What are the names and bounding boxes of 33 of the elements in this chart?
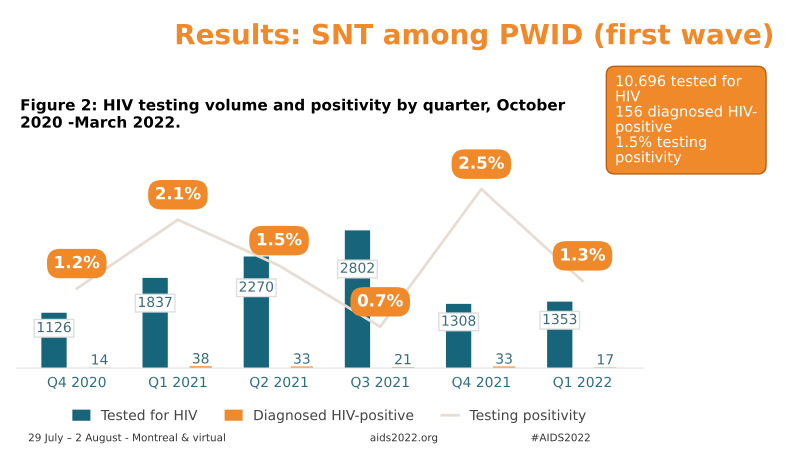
- legend-label: Testing positivity: [469, 410, 586, 423]
- chart-subtitle: Figure 2: HIV testing volume and positivity by quarter, October 2020 -March 2022.: [21, 98, 566, 128]
- x-tick-label: Q4 2021: [452, 376, 510, 389]
- data-label: 1.2%: [56, 256, 100, 268]
- data-label: 1.3%: [561, 248, 606, 261]
- data-label: 2802: [340, 262, 374, 274]
- data-label: 33: [294, 353, 310, 364]
- data-label: 17: [598, 354, 613, 364]
- x-tick-label: Q2 2021: [250, 376, 308, 389]
- x-tick-label: Q3 2021: [351, 376, 409, 389]
- legend-label: Tested for HIV: [100, 410, 198, 420]
- data-label: 21: [395, 354, 411, 364]
- legend-label: Diagnosed HIV-positive: [254, 410, 414, 423]
- x-tick-label: Q1 2022: [554, 376, 611, 389]
- data-label: 14: [92, 354, 108, 365]
- data-label: 1.5%: [258, 232, 302, 246]
- data-label: 2270: [240, 281, 274, 292]
- data-label: 2.5%: [460, 156, 504, 169]
- chart-title: Results: SNT among PWID (first wave): [176, 23, 772, 50]
- text: #AIDS2022: [531, 433, 590, 442]
- data-label: 33: [496, 353, 512, 364]
- data-label: 1308: [442, 315, 476, 326]
- data-label: 1126: [38, 322, 71, 332]
- data-label: 0.7%: [358, 294, 403, 307]
- data-label: 38: [192, 353, 209, 364]
- x-tick-label: Q1 2021: [148, 376, 206, 389]
- data-label: 2.1%: [156, 186, 200, 200]
- text: 29 July – 2 August - Montreal & virtual: [28, 433, 225, 444]
- x-tick-label: Q4 2020: [48, 376, 106, 389]
- data-label: 1837: [139, 296, 172, 308]
- data-label: 1353: [544, 314, 576, 324]
- text: 10.696 tested for HIV 156 diagnosed HIV- positive 1.5% testing positivity: [616, 75, 757, 166]
- text: aids2022.org: [370, 433, 438, 444]
